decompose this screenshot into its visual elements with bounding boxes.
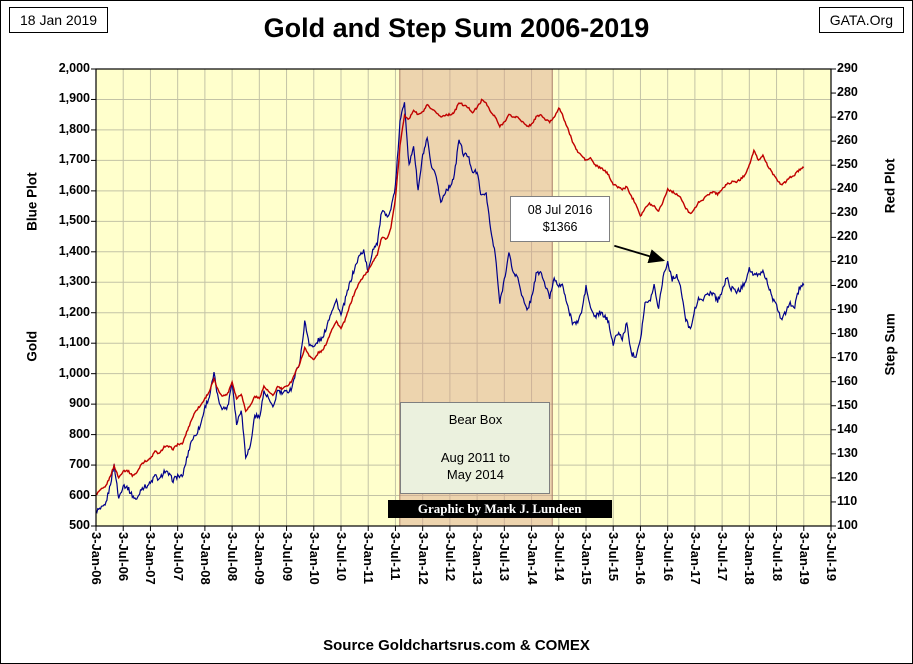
right-axis-tick-label: 110 [837,493,858,508]
annotation-date: 08 Jul 2016 [527,202,593,217]
x-axis-tick-label: 3-Jul-16 [660,532,676,582]
left-axis-tick-label: 1,500 [58,213,90,228]
left-axis-tick-label: 800 [69,426,90,441]
x-axis-tick-label: 3-Jan-17 [687,532,703,585]
x-axis-tick-label: 3-Jan-18 [742,532,758,585]
credit-banner: Graphic by Mark J. Lundeen [387,500,612,519]
right-axis-tick-label: 240 [837,181,858,196]
x-axis-tick-label: 3-Jul-15 [606,532,622,582]
x-axis-tick-label: 3-Jul-09 [279,532,295,582]
x-axis-tick-label: 3-Jul-17 [715,532,731,582]
right-axis-tick-label: 180 [837,325,858,340]
bear-box-title: Bear Box [448,411,503,427]
left-axis-tick-label: 500 [69,518,90,532]
x-axis-tick-label: 3-Jan-08 [197,532,213,585]
x-axis-tick-label: 3-Jul-12 [442,532,458,582]
header-date: 18 Jan 2019 [20,12,98,28]
left-axis-tick-label: 1,600 [58,182,90,197]
x-axis-tick-label: 3-Jul-06 [116,532,132,582]
annotation-price: $1366 [542,219,578,234]
annotation-gold-peak: 08 Jul 2016 $1366 [509,195,611,243]
right-axis-tick-label: 270 [837,109,858,124]
bear-box-label: Bear Box Aug 2011 to May 2014 [400,401,551,494]
right-axis-tick-label: 230 [837,205,858,220]
x-axis-tick-label: 3-Jan-16 [633,532,649,585]
page-title: Gold and Step Sum 2006-2019 [263,13,650,43]
right-axis-tick-label: 140 [837,421,858,436]
plot-area: Bear Box Aug 2011 to May 2014 Graphic by… [91,68,836,531]
x-axis-tick-label: 3-Jul-19 [824,532,839,582]
x-axis-tick-label: 3-Jul-08 [225,532,241,582]
x-axis-tick-label: 3-Jul-13 [497,532,513,582]
x-axis-tick-label: 3-Jul-18 [769,532,785,582]
left-axis-tick-label: 2,000 [58,61,90,75]
right-axis-tick-label: 210 [837,253,858,268]
x-axis-tick-label: 3-Jan-06 [89,532,104,585]
right-axis-tick-label: 220 [837,229,858,244]
x-axis-tick-label: 3-Jan-07 [143,532,159,585]
right-axis-plot-label: Red Plot [882,158,897,214]
right-axis-tick-label: 280 [837,85,858,100]
x-axis-tick-label: 3-Jan-13 [470,532,486,585]
left-axis-tick-label: 1,100 [58,335,90,350]
bear-box-range-line2: May 2014 [446,466,505,482]
right-axis-tick-label: 250 [837,157,858,172]
left-axis-tick-label: 1,800 [58,121,90,136]
right-axis-tick-label: 120 [837,469,858,484]
x-axis-tick-label: 3-Jan-14 [524,532,540,585]
right-axis-title: Step Sum Red Plot [881,39,899,496]
left-axis-tick-label: 600 [69,487,90,502]
left-axis-tick-label: 700 [69,457,90,472]
gold-line [95,102,805,515]
x-axis-tick-label: 3-Jul-11 [388,532,404,581]
left-axis-tick-label: 1,400 [58,243,90,258]
right-axis-tick-label: 160 [837,373,858,388]
header-org-box: GATA.Org [818,7,904,33]
x-axis-tick-label: 3-Jan-10 [306,532,322,585]
left-axis-tick-label: 1,200 [58,304,90,319]
right-axis-tick-label: 100 [837,518,858,532]
footer-source: Source Goldchartsrus.com & COMEX [323,637,590,654]
right-axis-name: Step Sum [882,313,897,376]
x-axis-tick-label: 3-Jan-19 [796,532,812,585]
left-axis-tick-label: 1,000 [58,365,90,380]
x-axis-tick-label: 3-Jul-14 [551,532,567,582]
x-axis-tick-label: 3-Jan-11 [361,532,377,585]
right-axis-tick-label: 130 [837,445,858,460]
right-axis-tick-label: 200 [837,277,858,292]
right-axis-tick-label: 190 [837,301,858,316]
x-axis-tick-label: 3-Jan-15 [579,532,594,585]
x-axis-tick-label: 3-Jul-10 [334,532,349,582]
bear-box-range-line1: Aug 2011 to [440,449,511,465]
right-axis-tick-label: 170 [837,349,858,364]
header-org: GATA.Org [829,12,893,28]
right-axis-tick-label: 290 [837,61,858,75]
right-axis-tick-label: 150 [837,397,858,412]
x-axis-tick-label: 3-Jan-09 [252,532,268,585]
left-axis-tick-label: 1,700 [58,152,90,167]
left-axis-tick-label: 1,300 [58,274,90,289]
x-axis-tick-label: 3-Jul-07 [170,532,186,582]
left-axis-tick-label: 900 [69,396,90,411]
x-axis-tick-label: 3-Jan-12 [415,532,431,585]
right-axis-tick-label: 260 [837,133,858,148]
left-axis-tick-label: 1,900 [58,91,90,106]
step-sum-line [95,98,805,496]
annotation-arrow [614,244,666,264]
header-date-box: 18 Jan 2019 [9,7,109,33]
